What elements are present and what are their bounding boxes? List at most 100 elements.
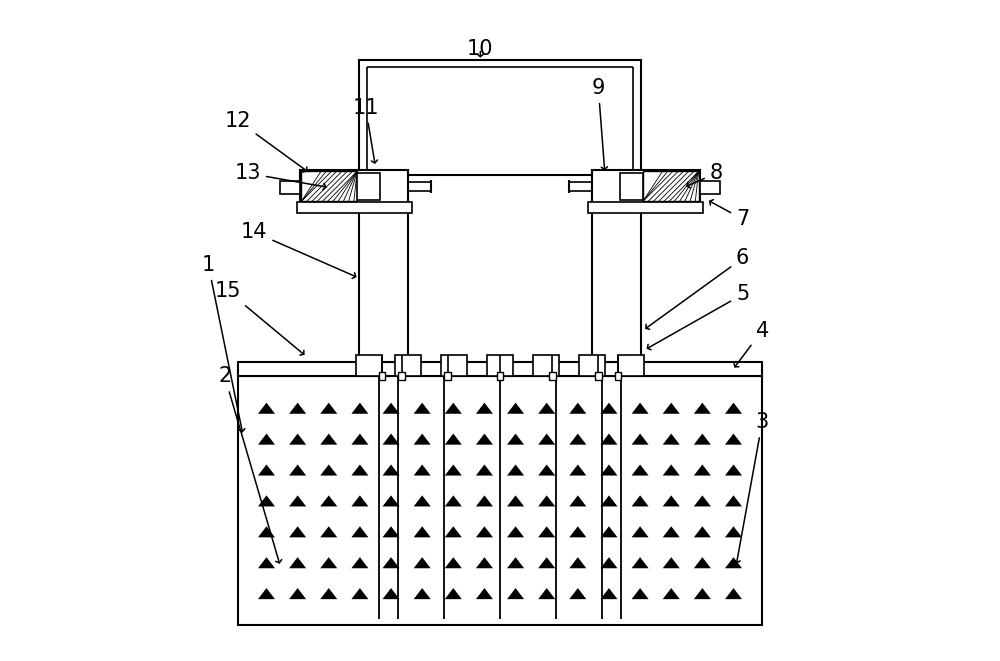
Text: 13: 13 bbox=[234, 163, 326, 190]
Polygon shape bbox=[632, 588, 649, 599]
Bar bbox=[643, 171, 699, 202]
Polygon shape bbox=[538, 588, 555, 599]
Polygon shape bbox=[632, 465, 649, 475]
Polygon shape bbox=[414, 557, 431, 568]
Polygon shape bbox=[569, 588, 586, 599]
Text: 6: 6 bbox=[646, 249, 749, 329]
Bar bbox=[398, 371, 405, 379]
Polygon shape bbox=[632, 403, 649, 414]
Polygon shape bbox=[320, 495, 337, 506]
Polygon shape bbox=[476, 588, 493, 599]
Polygon shape bbox=[476, 434, 493, 445]
Bar bbox=[588, 202, 703, 213]
Polygon shape bbox=[476, 557, 493, 568]
Text: 15: 15 bbox=[215, 281, 304, 355]
Polygon shape bbox=[258, 557, 275, 568]
Polygon shape bbox=[445, 434, 462, 445]
Polygon shape bbox=[725, 434, 742, 445]
Polygon shape bbox=[600, 434, 617, 445]
Polygon shape bbox=[632, 526, 649, 537]
Bar bbox=[618, 356, 644, 376]
Polygon shape bbox=[569, 557, 586, 568]
Polygon shape bbox=[476, 403, 493, 414]
Bar bbox=[444, 371, 451, 379]
Polygon shape bbox=[507, 526, 524, 537]
Polygon shape bbox=[694, 465, 711, 475]
Polygon shape bbox=[476, 526, 493, 537]
Polygon shape bbox=[569, 465, 586, 475]
Polygon shape bbox=[289, 434, 306, 445]
Polygon shape bbox=[694, 403, 711, 414]
Polygon shape bbox=[289, 557, 306, 568]
Polygon shape bbox=[694, 557, 711, 568]
Polygon shape bbox=[663, 588, 680, 599]
Bar bbox=[497, 371, 503, 379]
Text: 4: 4 bbox=[734, 321, 769, 367]
Polygon shape bbox=[351, 465, 368, 475]
Polygon shape bbox=[725, 495, 742, 506]
Bar bbox=[359, 60, 641, 175]
Polygon shape bbox=[414, 434, 431, 445]
Polygon shape bbox=[725, 526, 742, 537]
Polygon shape bbox=[351, 588, 368, 599]
Polygon shape bbox=[507, 403, 524, 414]
Polygon shape bbox=[725, 557, 742, 568]
Bar bbox=[549, 371, 556, 379]
Polygon shape bbox=[383, 403, 400, 414]
Polygon shape bbox=[320, 588, 337, 599]
Polygon shape bbox=[663, 403, 680, 414]
Polygon shape bbox=[476, 495, 493, 506]
Polygon shape bbox=[320, 403, 337, 414]
Polygon shape bbox=[258, 588, 275, 599]
Polygon shape bbox=[289, 465, 306, 475]
Text: 12: 12 bbox=[225, 111, 307, 172]
Polygon shape bbox=[258, 526, 275, 537]
Polygon shape bbox=[258, 495, 275, 506]
Bar bbox=[301, 171, 357, 202]
Polygon shape bbox=[694, 495, 711, 506]
Polygon shape bbox=[414, 495, 431, 506]
Polygon shape bbox=[289, 526, 306, 537]
Polygon shape bbox=[383, 465, 400, 475]
Bar bbox=[238, 362, 762, 376]
Text: 11: 11 bbox=[352, 98, 379, 163]
Polygon shape bbox=[445, 403, 462, 414]
Bar bbox=[357, 173, 380, 200]
Polygon shape bbox=[569, 403, 586, 414]
Polygon shape bbox=[725, 588, 742, 599]
Polygon shape bbox=[663, 557, 680, 568]
Polygon shape bbox=[663, 465, 680, 475]
Polygon shape bbox=[507, 465, 524, 475]
Polygon shape bbox=[445, 588, 462, 599]
Bar bbox=[297, 202, 412, 213]
Polygon shape bbox=[258, 465, 275, 475]
Polygon shape bbox=[694, 588, 711, 599]
Polygon shape bbox=[663, 495, 680, 506]
Polygon shape bbox=[632, 557, 649, 568]
Bar bbox=[620, 173, 643, 200]
Polygon shape bbox=[538, 434, 555, 445]
Polygon shape bbox=[725, 465, 742, 475]
Polygon shape bbox=[289, 495, 306, 506]
Polygon shape bbox=[600, 495, 617, 506]
Text: 9: 9 bbox=[592, 78, 608, 169]
Polygon shape bbox=[445, 495, 462, 506]
Polygon shape bbox=[507, 495, 524, 506]
Bar bbox=[592, 175, 641, 362]
Text: 8: 8 bbox=[687, 163, 723, 188]
Polygon shape bbox=[383, 495, 400, 506]
Bar bbox=[487, 356, 513, 376]
Polygon shape bbox=[258, 403, 275, 414]
Polygon shape bbox=[351, 495, 368, 506]
Polygon shape bbox=[320, 557, 337, 568]
Polygon shape bbox=[414, 588, 431, 599]
Polygon shape bbox=[507, 588, 524, 599]
Bar bbox=[595, 371, 602, 379]
Bar bbox=[592, 170, 700, 203]
Text: 5: 5 bbox=[647, 284, 749, 350]
Polygon shape bbox=[538, 526, 555, 537]
Polygon shape bbox=[694, 526, 711, 537]
Bar bbox=[359, 175, 408, 362]
Polygon shape bbox=[632, 495, 649, 506]
Polygon shape bbox=[445, 526, 462, 537]
